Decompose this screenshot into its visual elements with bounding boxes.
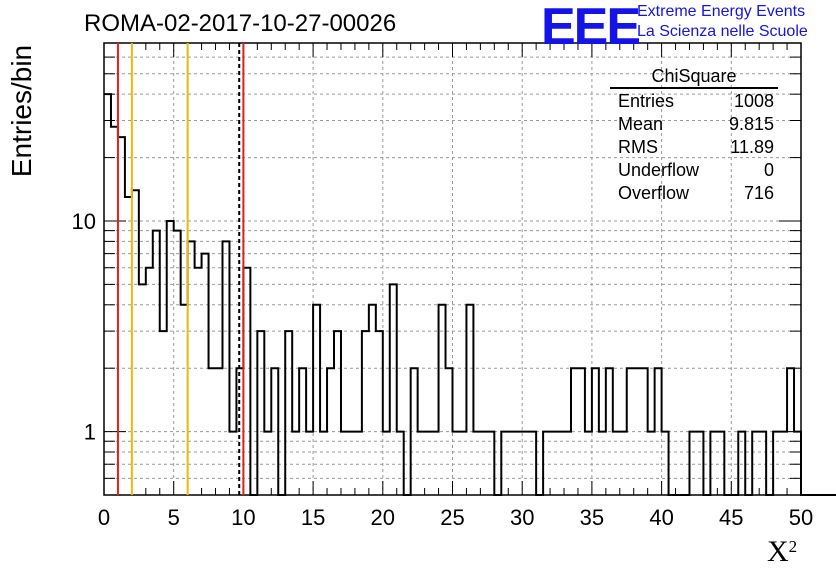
x-tick-label: 25	[440, 505, 464, 530]
x-tick-label: 15	[301, 505, 325, 530]
x-tick-label: 20	[371, 505, 395, 530]
stats-row: Mean 9.815	[618, 114, 774, 134]
stats-row: RMS 11.89	[618, 137, 774, 157]
stats-row: Entries 1008	[618, 91, 774, 111]
stats-title: ChiSquare	[610, 66, 778, 89]
x-tick-label: 50	[789, 505, 813, 530]
x-tick-label: 40	[649, 505, 673, 530]
x-tick-label: 45	[719, 505, 743, 530]
y-axis-label: Entries/bin	[6, 44, 37, 178]
eee-logo-line2: La Scienza nelle Scuole	[637, 23, 808, 40]
eee-logo: EEE	[541, 0, 641, 56]
x-tick-label: 0	[98, 505, 110, 530]
x-tick-label: 5	[168, 505, 180, 530]
x-axis-label: X2	[767, 535, 798, 568]
eee-logo-line1: Extreme Energy Events	[637, 3, 806, 20]
histogram-steps	[104, 93, 836, 496]
chart-title: ROMA-02-2017-10-27-00026	[84, 10, 397, 37]
x-tick-label: 30	[510, 505, 534, 530]
y-tick-label: 10	[72, 209, 96, 234]
stats-box: ChiSquare Entries 1008 Mean 9.815 RMS 11.89…	[610, 66, 778, 206]
x-tick-label: 35	[580, 505, 604, 530]
stats-row: Overflow 716	[618, 183, 774, 203]
stats-row: Underflow 0	[618, 160, 774, 180]
y-tick-label: 1	[84, 420, 96, 445]
x-tick-label: 10	[231, 505, 255, 530]
